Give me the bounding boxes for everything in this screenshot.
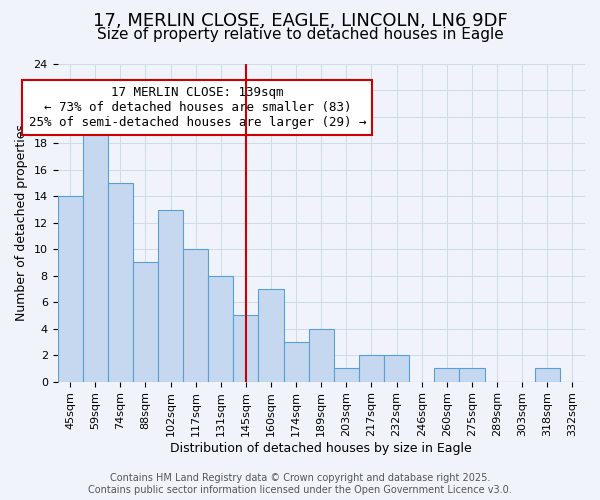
Bar bbox=[133, 262, 158, 382]
Bar bbox=[259, 289, 284, 382]
Bar bbox=[108, 183, 133, 382]
Bar bbox=[284, 342, 309, 382]
Text: Contains HM Land Registry data © Crown copyright and database right 2025.
Contai: Contains HM Land Registry data © Crown c… bbox=[88, 474, 512, 495]
Text: Size of property relative to detached houses in Eagle: Size of property relative to detached ho… bbox=[97, 28, 503, 42]
Bar bbox=[158, 210, 183, 382]
Bar bbox=[183, 250, 208, 382]
Bar bbox=[83, 130, 108, 382]
Bar bbox=[460, 368, 485, 382]
Bar bbox=[58, 196, 83, 382]
Bar bbox=[434, 368, 460, 382]
Bar bbox=[359, 355, 384, 382]
Bar bbox=[334, 368, 359, 382]
Bar bbox=[535, 368, 560, 382]
Text: 17 MERLIN CLOSE: 139sqm
← 73% of detached houses are smaller (83)
25% of semi-de: 17 MERLIN CLOSE: 139sqm ← 73% of detache… bbox=[29, 86, 366, 129]
Text: 17, MERLIN CLOSE, EAGLE, LINCOLN, LN6 9DF: 17, MERLIN CLOSE, EAGLE, LINCOLN, LN6 9D… bbox=[92, 12, 508, 30]
Bar bbox=[208, 276, 233, 382]
Bar bbox=[384, 355, 409, 382]
Y-axis label: Number of detached properties: Number of detached properties bbox=[15, 124, 28, 322]
Bar bbox=[309, 328, 334, 382]
Bar bbox=[233, 316, 259, 382]
X-axis label: Distribution of detached houses by size in Eagle: Distribution of detached houses by size … bbox=[170, 442, 472, 455]
